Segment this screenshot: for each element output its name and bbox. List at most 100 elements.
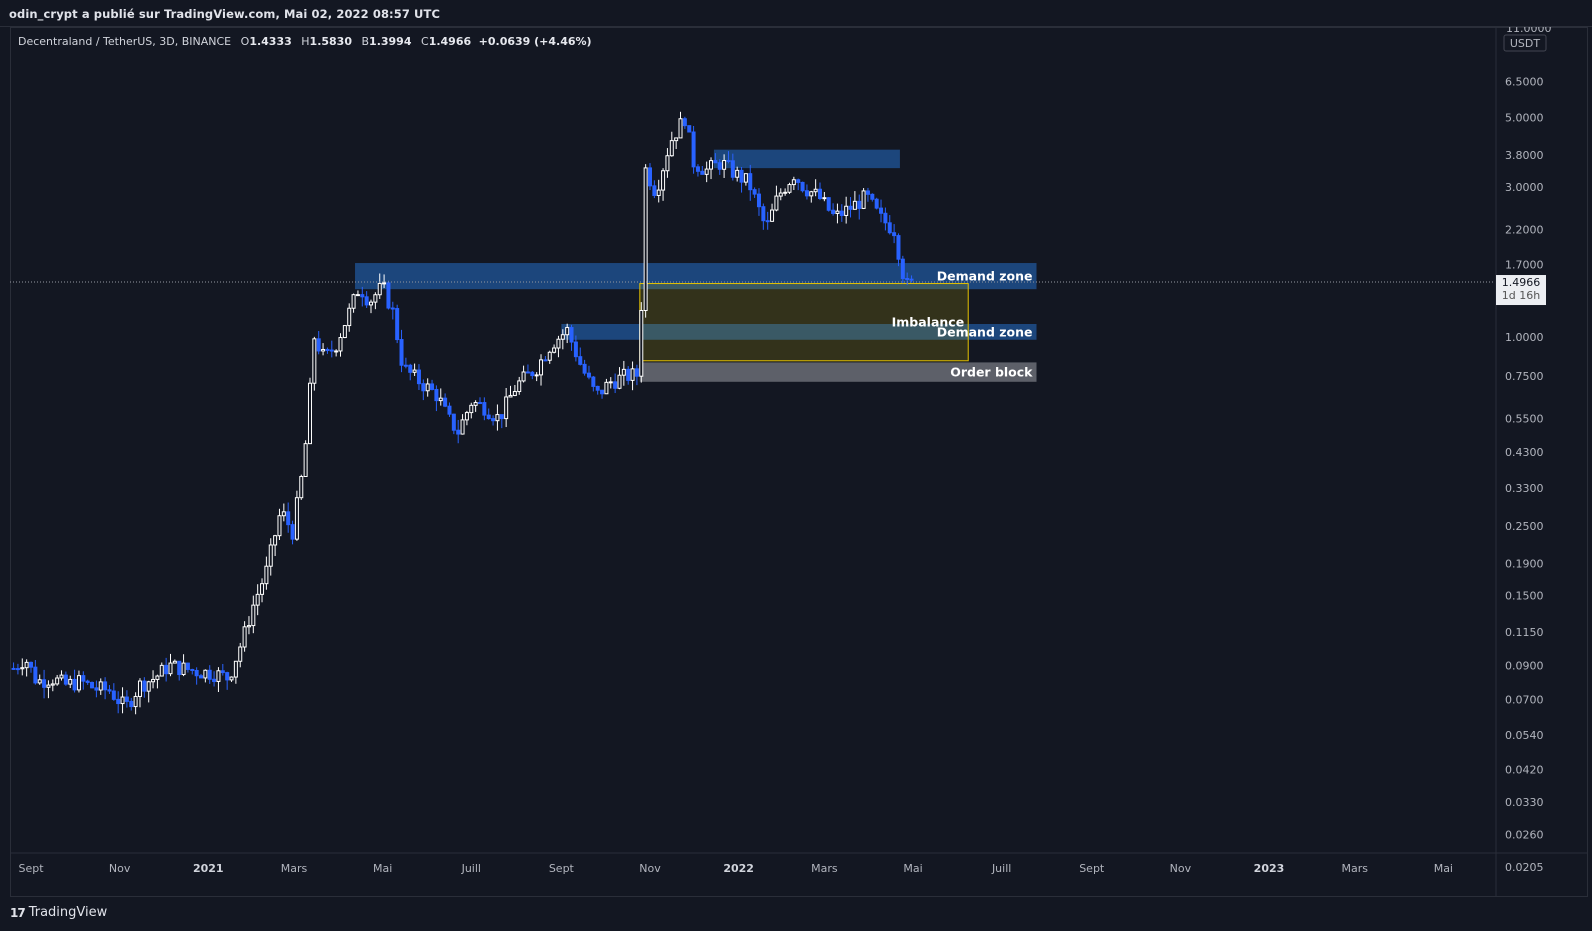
candle: [316, 330, 321, 355]
candle: [691, 125, 696, 174]
candle: [364, 291, 369, 308]
candle: [216, 667, 221, 692]
candle: [11, 662, 16, 670]
candle: [255, 584, 260, 616]
candle: [172, 659, 177, 664]
candle-body: [857, 200, 862, 209]
candle: [399, 329, 404, 373]
candle-body: [665, 155, 670, 172]
candle-body: [116, 698, 121, 705]
price-tick-label: 0.0330: [1505, 796, 1544, 809]
candle-body: [517, 380, 522, 393]
candle-body: [412, 369, 417, 373]
candle-body: [242, 626, 247, 648]
candle-body: [865, 190, 870, 195]
candle: [220, 663, 225, 676]
candle: [199, 673, 204, 679]
candle: [765, 211, 770, 230]
candle: [281, 503, 286, 522]
candle: [212, 671, 217, 687]
price-tick-label: 0.4300: [1505, 446, 1544, 459]
price-tick-label: 0.0260: [1505, 829, 1544, 842]
candle: [116, 691, 121, 714]
candle: [722, 154, 727, 178]
candle-body: [399, 339, 404, 366]
candle: [107, 685, 112, 694]
candle: [59, 670, 64, 681]
low-value: 1.3994: [369, 35, 412, 48]
candle: [68, 675, 73, 688]
candle: [447, 402, 452, 417]
tradingview-logo[interactable]: 17 TradingView: [10, 905, 107, 920]
candle: [277, 508, 282, 541]
candle: [639, 302, 644, 383]
candle-body: [260, 583, 265, 595]
candlestick-chart[interactable]: Demand zone Demand zone Order block Imbalan…: [10, 27, 1588, 897]
publish-line: odin_crypt a publié sur TradingView.com,…: [9, 7, 440, 21]
candle: [412, 363, 417, 377]
candle-body: [342, 325, 347, 339]
candle: [329, 340, 334, 358]
candle: [377, 273, 382, 299]
candle-body: [530, 371, 535, 377]
high-label: H: [301, 35, 310, 48]
candle: [521, 365, 526, 383]
price-tick-label: 0.5500: [1505, 413, 1544, 426]
candle: [473, 400, 478, 412]
candle: [185, 662, 190, 673]
candle-body: [11, 667, 16, 670]
candle: [791, 176, 796, 191]
candle-body: [621, 368, 626, 376]
candle-body: [312, 338, 317, 384]
candle-body: [124, 696, 129, 702]
candle: [242, 621, 247, 652]
candles-layer: [11, 111, 914, 715]
price-tick-label: 6.5000: [1505, 76, 1544, 89]
candle: [20, 658, 25, 676]
candle-body: [443, 397, 448, 407]
candle: [756, 188, 761, 216]
candle: [835, 203, 840, 224]
candle-body: [390, 307, 395, 310]
candle: [369, 299, 374, 314]
candle: [508, 385, 513, 398]
candle-body: [586, 372, 591, 378]
candle: [307, 377, 312, 445]
candle: [608, 377, 613, 389]
candle: [892, 224, 897, 244]
last-price-badge: 1.4966 1d 16h: [1496, 275, 1546, 306]
candle-body: [534, 374, 539, 377]
candle: [37, 674, 42, 685]
candle-body: [887, 222, 892, 234]
candle: [761, 203, 766, 230]
time-tick-label: Juill: [461, 862, 481, 875]
candle: [146, 680, 151, 703]
candle-body: [42, 679, 47, 688]
candle: [137, 678, 142, 708]
candle: [443, 393, 448, 408]
candle: [543, 356, 548, 362]
candle-body: [133, 695, 138, 708]
candle: [430, 379, 435, 391]
time-tick-label: Mars: [281, 862, 308, 875]
candle-body: [360, 294, 365, 298]
candle: [181, 654, 186, 677]
candle: [730, 153, 735, 181]
candle-body: [316, 338, 321, 352]
candle: [770, 203, 775, 222]
candle: [460, 414, 465, 435]
candle-body: [491, 418, 496, 422]
candle-body: [730, 160, 735, 178]
candle: [268, 538, 273, 576]
candle: [24, 659, 29, 677]
candle: [530, 370, 535, 380]
candle: [887, 215, 892, 235]
time-tick-label: Mai: [1434, 862, 1453, 875]
candle-body: [229, 676, 234, 681]
symbol-name[interactable]: Decentraland / TetherUS, 3D, BINANCE: [18, 35, 232, 48]
candle: [290, 520, 295, 545]
candle: [909, 275, 914, 283]
candle-body: [761, 206, 766, 222]
publish-header: odin_crypt a publié sur TradingView.com,…: [0, 0, 1592, 27]
candle: [469, 402, 474, 419]
